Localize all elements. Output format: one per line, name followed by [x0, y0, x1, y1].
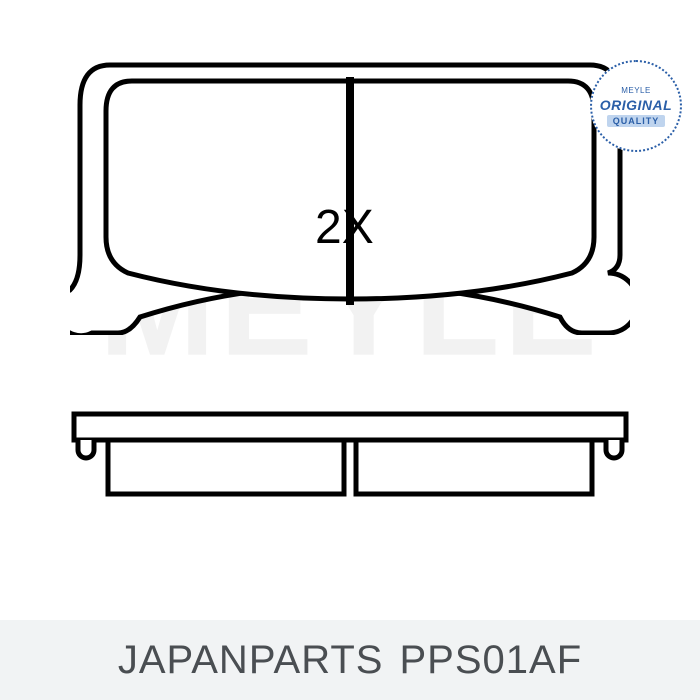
badge-brand-small: MEYLE — [621, 86, 651, 95]
brand-name: JAPANPARTS — [118, 638, 384, 683]
brake-pad-side-view — [70, 410, 630, 500]
part-number: PPS01AF — [399, 638, 582, 683]
original-quality-badge: MEYLE ORIGINAL QUALITY — [590, 60, 682, 152]
side-view-svg — [70, 410, 630, 500]
canvas: MEYLE 2X MEYLE ORIGINAL QUALITY — [0, 0, 700, 700]
center-groove — [346, 77, 354, 305]
diagram-area: MEYLE 2X MEYLE ORIGINAL QUALITY — [0, 0, 700, 620]
badge-main-text: ORIGINAL — [600, 97, 672, 113]
footer-label-bar: JAPANPARTS PPS01AF — [0, 620, 700, 700]
quantity-label: 2X — [315, 200, 374, 255]
badge-sub-text: QUALITY — [607, 115, 666, 127]
brake-pad-face-view: 2X — [70, 55, 630, 335]
badge-circle: MEYLE ORIGINAL QUALITY — [590, 60, 682, 152]
